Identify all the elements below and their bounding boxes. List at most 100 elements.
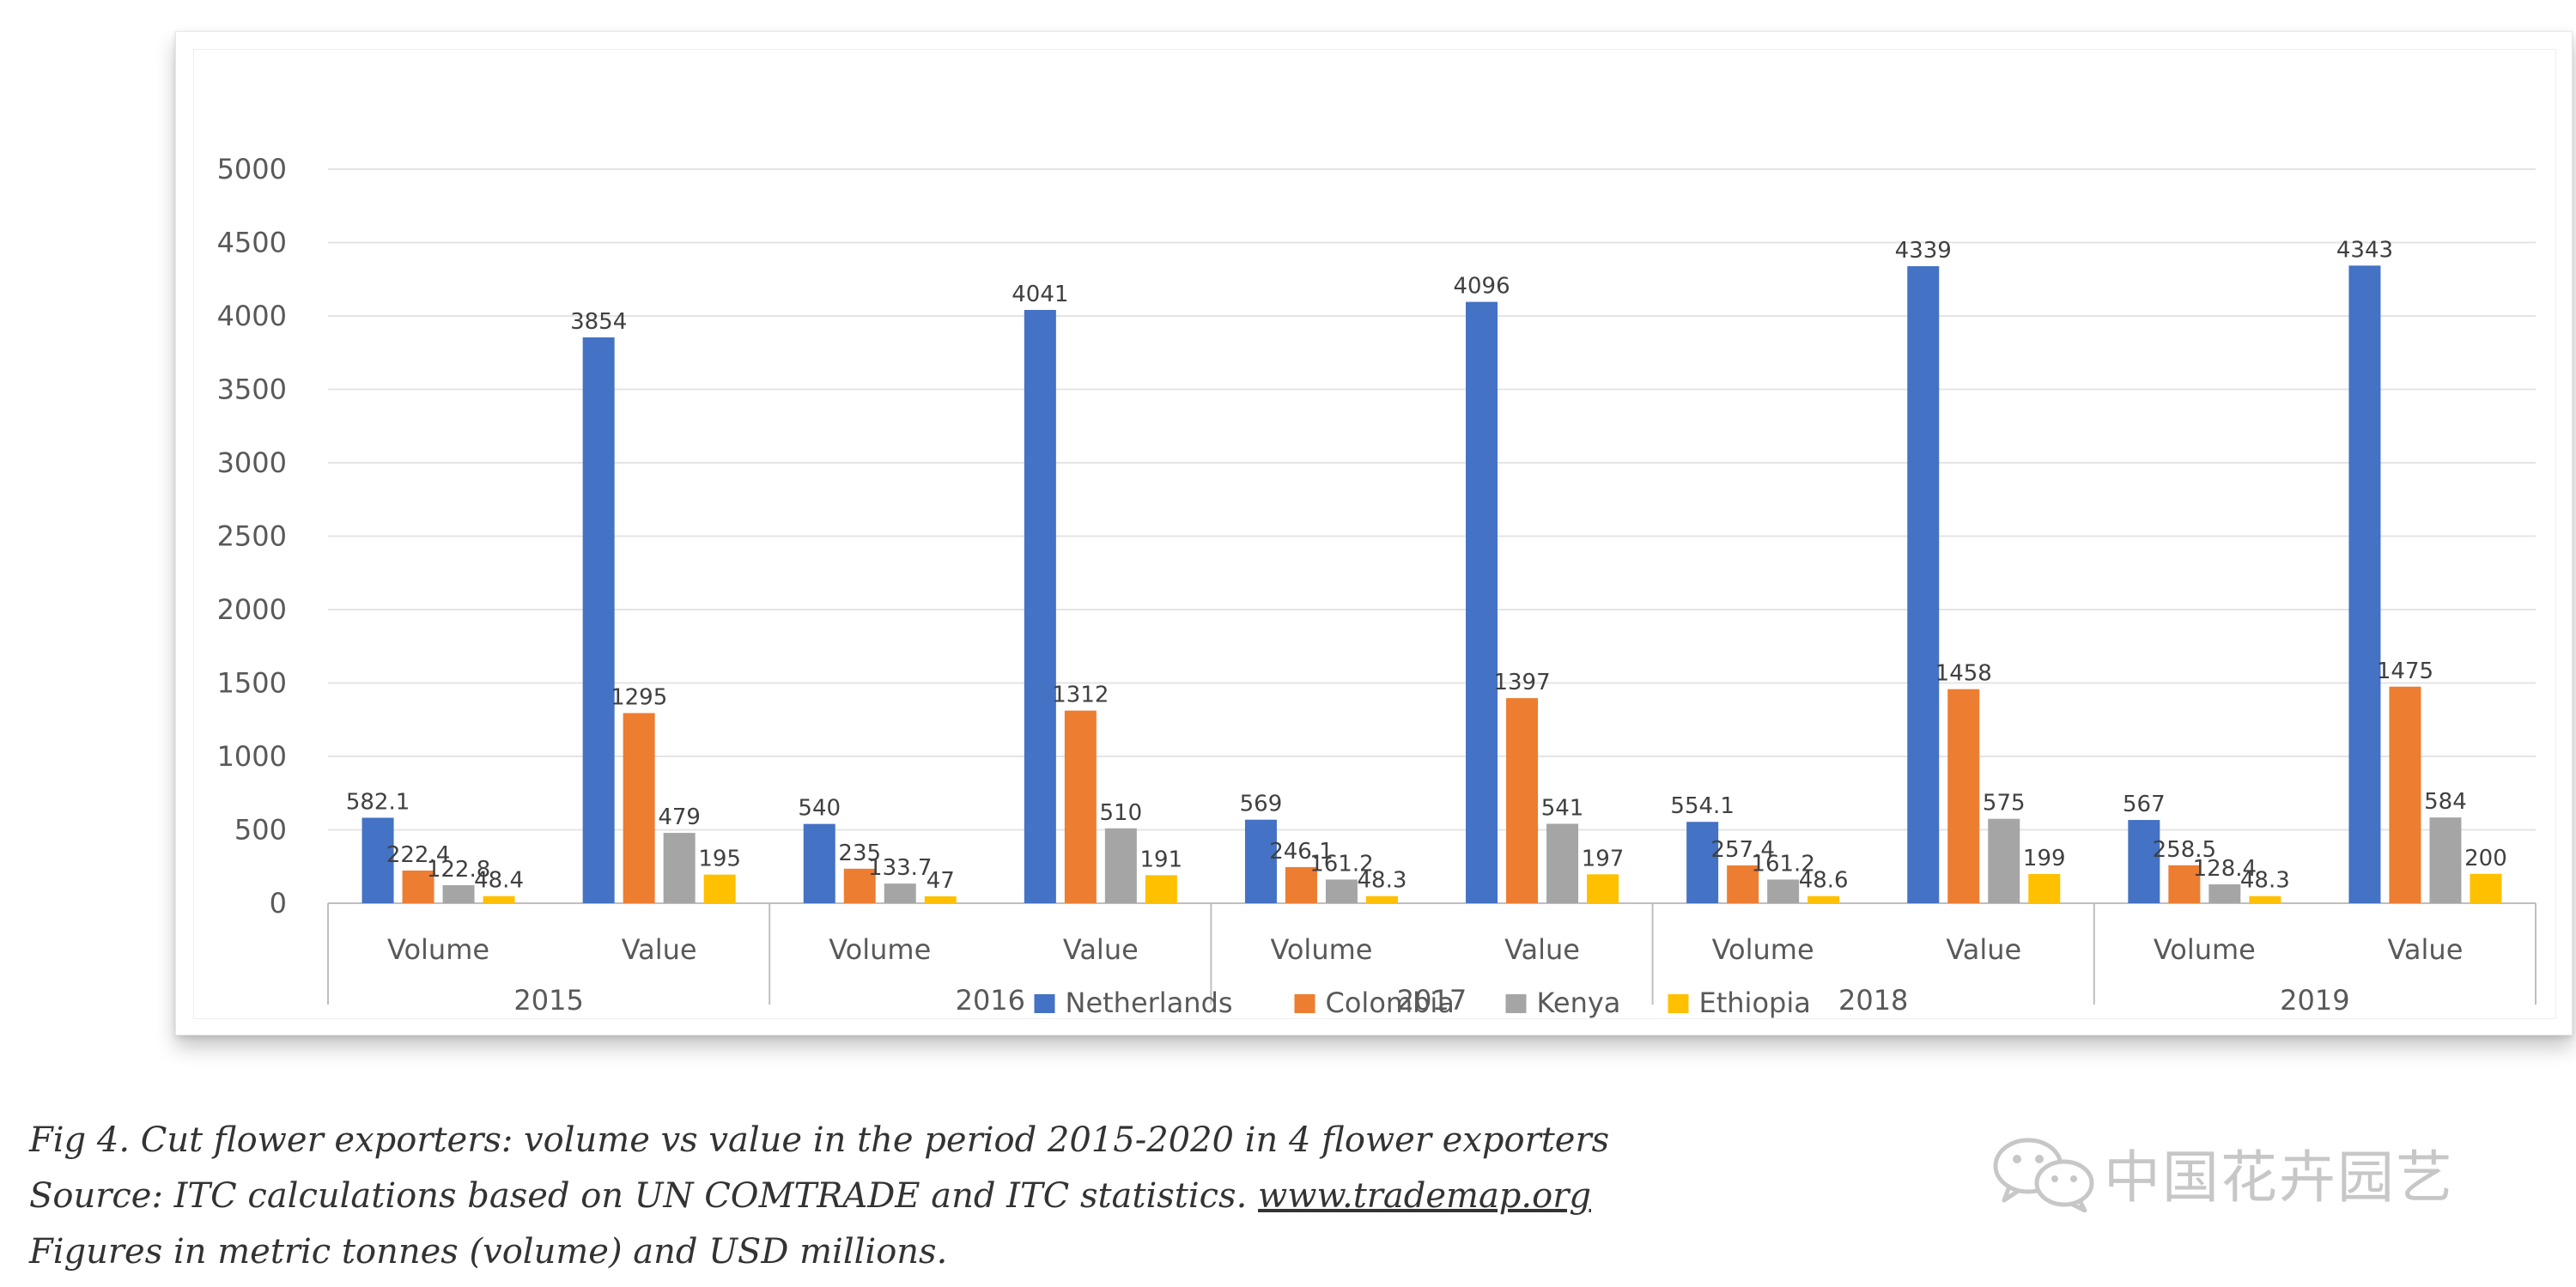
y-tick-label: 500 [234,814,287,847]
bar-netherlands [803,823,835,903]
caption-line-3: Figures in metric tonnes (volume) and US… [29,1232,948,1272]
x-axis: Volume Value 2015 Volume Value 2016 Volume Valu… [327,903,2537,1017]
bars [361,265,2502,904]
legend-swatch [1294,994,1315,1013]
data-labels: 582.1 3854 540 4041 569 4096 554.1 4339 567 4343 2… [346,237,2507,894]
y-tick-label: 3000 [217,446,287,479]
bar-colombia [1947,689,1980,903]
bar-netherlands [1024,309,1056,903]
data-label: 1397 [1493,670,1550,695]
x-group-label: 2017 [1397,984,1467,1017]
data-label: 4343 [2336,237,2393,263]
bar-kenya [1767,879,1800,903]
bar-colombia [623,713,655,903]
bar-netherlands [582,337,615,903]
legend-label: Netherlands [1066,986,1233,1018]
bar-ethiopia [2028,873,2061,903]
caption-source: Source: ITC calculations based on UN COM… [29,1176,1259,1216]
bar-kenya [884,883,916,903]
y-tick-label: 4500 [217,227,287,259]
data-label: 3854 [570,309,627,335]
legend-item-kenya: Kenya [1505,986,1620,1018]
legend-item-ethiopia: Ethiopia [1668,986,1811,1018]
chart-card: 0 500 1000 1500 2000 2500 3000 3500 4000 4500 5000… [175,31,2573,1035]
data-label: 1295 [611,685,667,711]
bar-ethiopia [924,895,957,903]
bar-ethiopia [1587,874,1619,903]
data-label: 222.4 [386,842,450,868]
bar-ethiopia [1145,875,1177,903]
data-label: 569 [1240,792,1283,817]
data-label: 4041 [1012,282,1068,307]
data-label: 1312 [1052,683,1109,708]
x-group-label: 2018 [1838,984,1908,1017]
data-label: 257.4 [1710,837,1774,863]
x-subcategory-label: Volume [2154,933,2256,966]
y-tick-label: 2500 [217,520,287,553]
data-label: 4096 [1453,274,1510,300]
data-label: 133.7 [868,855,932,881]
legend: Netherlands Colombia Kenya Ethiopia [1034,986,1811,1018]
data-label: 161.2 [1751,851,1814,877]
bar-netherlands [1686,822,1719,903]
bar-colombia [1727,865,1759,903]
bar-netherlands [2348,265,2381,903]
bar-colombia [2168,865,2201,903]
bar-colombia [402,870,434,903]
data-label: 197 [1582,846,1625,871]
x-subcategory-label: Value [1946,933,2021,966]
data-label: 567 [2123,792,2166,817]
data-label: 122.8 [427,857,490,883]
bar-netherlands [361,817,394,903]
bar-colombia [2389,686,2421,903]
bar-ethiopia [703,874,736,903]
y-axis-ticks: 0 500 1000 1500 2000 2500 3000 3500 4000 4500 5000 [217,153,287,920]
bar-colombia [843,868,876,903]
data-label: 161.2 [1309,851,1373,877]
data-label: 1458 [1935,661,1992,687]
data-label: 510 [1100,800,1143,826]
bar-ethiopia [1365,895,1398,903]
y-tick-label: 3500 [217,373,287,406]
bar-ethiopia [2249,895,2281,903]
data-label: 540 [798,796,841,822]
bar-chart: 0 500 1000 1500 2000 2500 3000 3500 4000 4500 5000… [217,153,2537,1018]
bar-kenya [1988,818,2020,903]
data-label: 4339 [1895,238,1952,264]
gridlines [328,168,2536,904]
data-label: 479 [658,804,701,830]
legend-item-netherlands: Netherlands [1034,986,1233,1018]
figure-caption: Fig 4. Cut flower exporters: volume vs v… [29,1113,1609,1280]
y-tick-label: 2000 [217,593,287,626]
data-label: 541 [1541,795,1584,821]
trademap-link[interactable]: www.trademap.org [1258,1176,1591,1216]
y-tick-label: 0 [270,887,287,920]
data-label: 48.3 [2240,868,2290,894]
x-subcategory-label: Value [622,933,697,966]
data-label: 128.4 [2193,856,2257,882]
y-tick-label: 5000 [217,153,287,185]
data-label: 200 [2464,846,2507,871]
bar-kenya [663,833,696,903]
y-tick-label: 1000 [217,740,287,773]
data-label: 48.3 [1358,868,1407,894]
x-group-label: 2016 [956,984,1025,1017]
data-label: 575 [1983,791,2026,817]
data-label: 48.4 [474,868,524,894]
data-label: 48.6 [1799,868,1849,894]
bar-ethiopia [2470,873,2502,903]
bar-kenya [1546,823,1579,903]
x-subcategory-label: Volume [829,933,931,966]
data-label: 199 [2023,846,2066,871]
legend-item-colombia: Colombia [1294,986,1455,1018]
bar-colombia [1285,866,1317,903]
bar-kenya [1325,879,1358,903]
bar-ethiopia [1807,895,1840,903]
x-group-label: 2019 [2280,984,2349,1017]
bar-netherlands [1244,819,1277,903]
data-label: 191 [1140,847,1183,872]
data-label: 246.1 [1269,839,1333,865]
x-subcategory-label: Volume [1270,933,1372,966]
watermark-text: 中国花卉园艺 [2104,1144,2454,1211]
bar-colombia [1064,710,1097,903]
